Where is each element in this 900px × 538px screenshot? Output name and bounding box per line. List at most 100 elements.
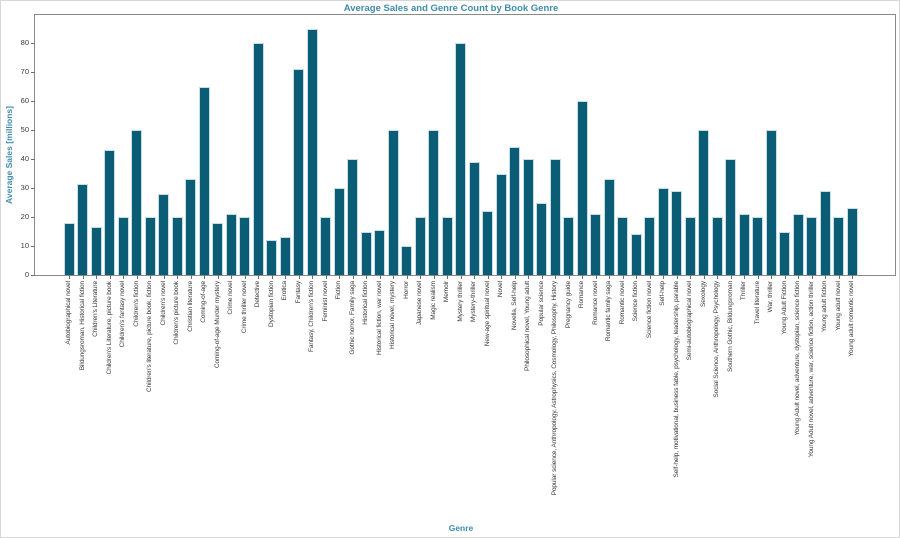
x-tick-mark [528,275,529,279]
x-tick-label: Sexology [699,281,707,307]
y-tick-mark [31,274,35,276]
bar [225,214,237,275]
x-tick-mark [514,275,516,279]
y-tick-label: 80 [20,38,29,47]
x-tick-label: Gothic horror, Family saga [348,281,356,355]
x-tick-label: Crime novel [227,281,234,315]
x-tick-mark [663,275,664,279]
x-tick-label: Self-help [659,281,666,306]
x-tick-mark [649,275,651,279]
x-tick-label: Autobiographical novel [65,281,72,345]
bar [387,130,399,275]
x-tick-mark [541,275,543,279]
bar [765,130,777,275]
x-tick-label: Bildungsroman, Historical fiction [78,281,86,371]
bar [441,217,453,275]
plot-area: 0 10 20 30 40 50 60 70 80 Autobiographical novel B… [21,14,896,495]
y-tick-mark [31,187,35,189]
x-tick-mark [163,275,165,279]
x-tick-mark [609,275,610,279]
bar [671,190,682,275]
x-tick-mark [231,275,232,279]
x-tick-mark [447,275,448,279]
x-tick-label: Memoir [443,281,450,303]
x-tick-mark [352,275,354,279]
x-tick-mark [474,275,475,279]
x-tick-mark [69,275,70,279]
x-tick-mark [811,275,813,279]
bar [684,217,696,275]
x-tick-mark [366,275,367,279]
x-tick-mark [717,275,718,279]
x-tick-mark [204,275,205,279]
bar [617,217,628,275]
x-tick-mark [298,275,300,279]
x-tick-mark [96,275,97,279]
bar [90,227,102,275]
x-tick-mark [703,275,705,279]
bar [306,28,318,275]
x-tick-label: Popular science [537,281,545,326]
x-tick-mark [258,275,259,279]
x-tick-label: Social Science, Anthropology, Psychology [713,281,720,398]
x-tick-label: Feminist novel [321,281,329,322]
y-tick-label: 10 [20,241,29,250]
x-tick-mark [555,275,556,279]
bar [252,43,264,275]
x-tick-label: Mystery thriller [456,281,464,322]
x-tick-label: Children's fantasy novel [119,281,126,348]
x-tick-label: Young Adult novel, adventure, war, scien… [807,281,815,458]
x-tick-label: Detective [254,281,261,308]
bar [63,222,75,275]
bar [320,217,331,275]
bar [374,230,385,275]
x-tick-label: Magic realism [429,281,437,320]
bar [347,159,358,275]
x-tick-mark [325,275,327,279]
bar [360,231,372,275]
x-tick-label: Science fiction novel [645,281,653,339]
x-tick-label: Fantasy [294,281,302,304]
x-tick-label: Philosophical novel, Young adult [524,281,531,372]
x-tick-label: Novel [497,281,504,298]
y-tick-label: 0 [24,270,29,279]
x-tick-label: Horror [402,281,410,299]
bar [846,208,858,275]
bar [198,86,210,275]
y-tick-label: 50 [20,125,29,134]
x-tick-label: Southern Gothic, Bildungsroman [726,281,734,372]
bar [77,183,88,275]
y-tick-mark [31,42,35,44]
x-tick-mark [568,275,570,279]
x-tick-label: War, thriller [767,281,774,313]
bar [806,217,817,275]
bar [536,202,547,275]
x-tick-mark [177,275,178,279]
bar [468,161,480,275]
x-tick-label: Dystopian fiction [267,281,275,327]
x-tick-mark [636,275,637,279]
x-tick-label: Romance [578,281,585,309]
x-tick-mark [582,275,583,279]
x-tick-mark [460,275,462,279]
y-tick-mark [31,71,35,73]
x-tick-mark [339,275,340,279]
bar [711,217,723,275]
x-tick-mark [757,275,759,279]
x-tick-mark [271,275,273,279]
x-tick-label: Historical fiction, war novel [375,281,383,356]
x-tick-mark [487,275,489,279]
x-axis-label: Genre [448,523,474,533]
x-tick-mark [690,275,691,279]
bar [590,214,601,275]
x-tick-mark [825,275,826,279]
y-tick-label: 20 [20,212,29,221]
y-tick-label: 40 [20,154,29,163]
x-tick-mark [784,275,786,279]
x-tick-label: Young Adult Fiction [780,281,788,335]
x-tick-mark [136,275,138,279]
bar [482,211,493,275]
bar [657,188,669,275]
bar [725,159,736,275]
